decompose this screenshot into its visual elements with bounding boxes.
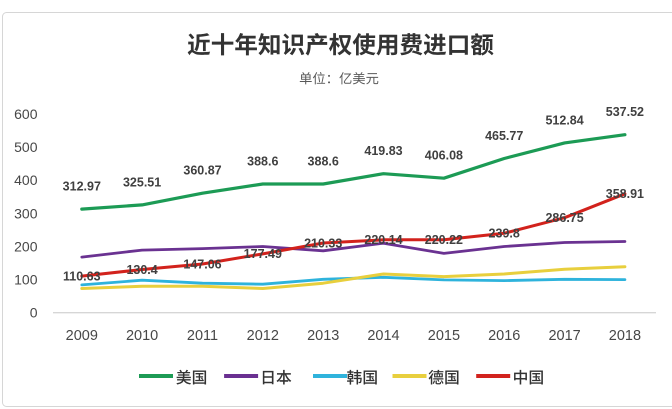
svg-text:388.6: 388.6 [247,154,278,168]
svg-text:2009: 2009 [66,328,98,344]
svg-text:200: 200 [14,238,38,254]
svg-text:512.84: 512.84 [545,113,583,127]
svg-text:419.83: 419.83 [364,144,402,158]
svg-text:220.14: 220.14 [364,233,402,247]
svg-text:2011: 2011 [187,328,218,344]
svg-text:465.77: 465.77 [485,129,523,143]
svg-text:406.08: 406.08 [425,149,463,163]
svg-text:388.6: 388.6 [308,154,339,168]
svg-text:220.22: 220.22 [425,233,463,247]
svg-text:2016: 2016 [488,328,520,344]
svg-text:2010: 2010 [126,328,158,344]
svg-text:177.49: 177.49 [244,247,282,261]
svg-text:210.33: 210.33 [304,236,342,250]
svg-text:2017: 2017 [548,328,580,344]
svg-text:500: 500 [14,139,38,155]
svg-text:312.97: 312.97 [63,180,101,194]
svg-text:130.4: 130.4 [126,263,157,277]
svg-text:0: 0 [30,305,38,321]
svg-text:358.91: 358.91 [606,187,644,201]
svg-text:147.06: 147.06 [183,257,221,271]
svg-text:2013: 2013 [307,328,339,344]
svg-text:110.63: 110.63 [63,269,101,283]
svg-text:300: 300 [14,205,38,221]
svg-text:325.51: 325.51 [123,175,161,189]
svg-text:100: 100 [14,272,38,288]
svg-text:2014: 2014 [367,328,399,344]
svg-text:400: 400 [14,172,38,188]
svg-text:239.8: 239.8 [489,227,520,241]
svg-text:2012: 2012 [247,328,279,344]
svg-text:537.52: 537.52 [606,105,644,119]
svg-text:286.75: 286.75 [545,211,583,225]
svg-text:360.87: 360.87 [183,164,221,178]
svg-text:2015: 2015 [428,328,460,344]
svg-text:2018: 2018 [609,328,641,344]
svg-text:600: 600 [14,106,38,122]
